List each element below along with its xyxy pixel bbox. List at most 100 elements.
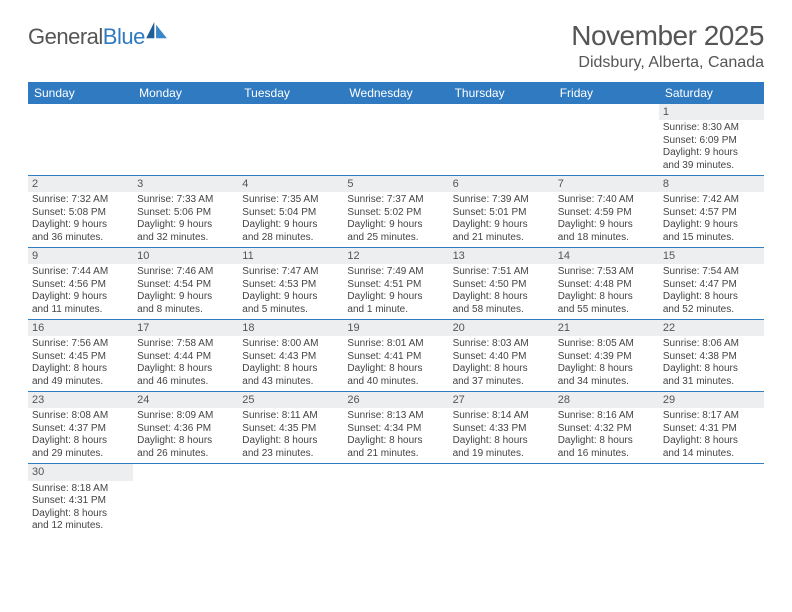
calendar-cell xyxy=(659,464,764,536)
day-line: Sunrise: 8:08 AM xyxy=(32,410,129,423)
day-line: Sunrise: 7:40 AM xyxy=(558,194,655,207)
day-line: and 32 minutes. xyxy=(137,232,234,245)
day-details: Sunrise: 7:37 AMSunset: 5:02 PMDaylight:… xyxy=(343,192,448,247)
day-line: Sunrise: 8:30 AM xyxy=(663,122,760,135)
month-title: November 2025 xyxy=(571,20,764,52)
day-line: Sunrise: 8:03 AM xyxy=(453,338,550,351)
day-line: and 46 minutes. xyxy=(137,376,234,389)
day-line: Sunrise: 7:44 AM xyxy=(32,266,129,279)
calendar-cell: 17Sunrise: 7:58 AMSunset: 4:44 PMDayligh… xyxy=(133,320,238,392)
calendar-cell: 5Sunrise: 7:37 AMSunset: 5:02 PMDaylight… xyxy=(343,176,448,248)
day-line: and 52 minutes. xyxy=(663,304,760,317)
day-number: 23 xyxy=(28,392,133,408)
day-line: and 28 minutes. xyxy=(242,232,339,245)
day-details: Sunrise: 7:58 AMSunset: 4:44 PMDaylight:… xyxy=(133,336,238,391)
day-number: 8 xyxy=(659,176,764,192)
calendar-cell: 22Sunrise: 8:06 AMSunset: 4:38 PMDayligh… xyxy=(659,320,764,392)
day-line: and 34 minutes. xyxy=(558,376,655,389)
day-line: Sunset: 4:50 PM xyxy=(453,279,550,292)
day-number: 12 xyxy=(343,248,448,264)
day-line: and 55 minutes. xyxy=(558,304,655,317)
calendar-week: 1Sunrise: 8:30 AMSunset: 6:09 PMDaylight… xyxy=(28,104,764,176)
day-line: Sunset: 4:43 PM xyxy=(242,351,339,364)
day-details: Sunrise: 8:16 AMSunset: 4:32 PMDaylight:… xyxy=(554,408,659,463)
calendar-cell: 29Sunrise: 8:17 AMSunset: 4:31 PMDayligh… xyxy=(659,392,764,464)
day-line: and 15 minutes. xyxy=(663,232,760,245)
day-number: 1 xyxy=(659,104,764,120)
day-line: Daylight: 8 hours xyxy=(242,435,339,448)
calendar-cell xyxy=(554,104,659,176)
day-line: Sunrise: 7:47 AM xyxy=(242,266,339,279)
day-line: Sunset: 4:40 PM xyxy=(453,351,550,364)
day-line: and 23 minutes. xyxy=(242,448,339,461)
calendar-cell: 15Sunrise: 7:54 AMSunset: 4:47 PMDayligh… xyxy=(659,248,764,320)
day-line: Sunrise: 8:00 AM xyxy=(242,338,339,351)
day-line: Daylight: 9 hours xyxy=(32,291,129,304)
day-line: Sunrise: 7:37 AM xyxy=(347,194,444,207)
day-line: Sunrise: 8:18 AM xyxy=(32,483,129,496)
day-line: Daylight: 8 hours xyxy=(663,291,760,304)
day-details: Sunrise: 7:39 AMSunset: 5:01 PMDaylight:… xyxy=(449,192,554,247)
day-line: Daylight: 8 hours xyxy=(32,363,129,376)
day-line: Sunrise: 7:58 AM xyxy=(137,338,234,351)
day-line: Sunrise: 8:06 AM xyxy=(663,338,760,351)
sail-icon xyxy=(146,22,168,40)
day-number: 28 xyxy=(554,392,659,408)
day-details: Sunrise: 7:49 AMSunset: 4:51 PMDaylight:… xyxy=(343,264,448,319)
calendar-cell: 25Sunrise: 8:11 AMSunset: 4:35 PMDayligh… xyxy=(238,392,343,464)
day-line: and 12 minutes. xyxy=(32,520,129,533)
day-number: 20 xyxy=(449,320,554,336)
day-line: Sunrise: 7:35 AM xyxy=(242,194,339,207)
day-line: Sunset: 4:32 PM xyxy=(558,423,655,436)
calendar-cell: 18Sunrise: 8:00 AMSunset: 4:43 PMDayligh… xyxy=(238,320,343,392)
day-details: Sunrise: 8:00 AMSunset: 4:43 PMDaylight:… xyxy=(238,336,343,391)
calendar-cell: 10Sunrise: 7:46 AMSunset: 4:54 PMDayligh… xyxy=(133,248,238,320)
day-line: Sunrise: 8:16 AM xyxy=(558,410,655,423)
calendar-cell: 24Sunrise: 8:09 AMSunset: 4:36 PMDayligh… xyxy=(133,392,238,464)
day-line: Sunrise: 7:32 AM xyxy=(32,194,129,207)
day-line: Daylight: 9 hours xyxy=(242,291,339,304)
calendar-cell: 1Sunrise: 8:30 AMSunset: 6:09 PMDaylight… xyxy=(659,104,764,176)
logo: GeneralBlue xyxy=(28,24,168,50)
calendar-cell xyxy=(343,104,448,176)
day-line: Daylight: 9 hours xyxy=(32,219,129,232)
day-number: 25 xyxy=(238,392,343,408)
day-details: Sunrise: 8:14 AMSunset: 4:33 PMDaylight:… xyxy=(449,408,554,463)
day-line: Sunset: 4:48 PM xyxy=(558,279,655,292)
calendar-cell: 11Sunrise: 7:47 AMSunset: 4:53 PMDayligh… xyxy=(238,248,343,320)
day-line: Sunset: 4:35 PM xyxy=(242,423,339,436)
logo-text-right: Blue xyxy=(103,24,145,49)
day-line: and 49 minutes. xyxy=(32,376,129,389)
day-line: Daylight: 8 hours xyxy=(242,363,339,376)
day-details: Sunrise: 8:09 AMSunset: 4:36 PMDaylight:… xyxy=(133,408,238,463)
day-header: Sunday xyxy=(28,82,133,104)
day-number: 26 xyxy=(343,392,448,408)
day-line: Sunset: 4:45 PM xyxy=(32,351,129,364)
day-line: Sunset: 4:57 PM xyxy=(663,207,760,220)
day-line: and 18 minutes. xyxy=(558,232,655,245)
day-details: Sunrise: 8:08 AMSunset: 4:37 PMDaylight:… xyxy=(28,408,133,463)
day-details: Sunrise: 7:42 AMSunset: 4:57 PMDaylight:… xyxy=(659,192,764,247)
day-line: Sunset: 4:47 PM xyxy=(663,279,760,292)
day-line: Daylight: 8 hours xyxy=(32,508,129,521)
day-line: Daylight: 8 hours xyxy=(347,435,444,448)
logo-text: GeneralBlue xyxy=(28,24,145,50)
day-details: Sunrise: 8:18 AMSunset: 4:31 PMDaylight:… xyxy=(28,481,133,536)
day-number: 27 xyxy=(449,392,554,408)
calendar-cell: 14Sunrise: 7:53 AMSunset: 4:48 PMDayligh… xyxy=(554,248,659,320)
day-details: Sunrise: 8:01 AMSunset: 4:41 PMDaylight:… xyxy=(343,336,448,391)
day-number: 13 xyxy=(449,248,554,264)
day-number: 4 xyxy=(238,176,343,192)
day-line: Sunrise: 8:17 AM xyxy=(663,410,760,423)
day-header: Tuesday xyxy=(238,82,343,104)
day-details: Sunrise: 8:30 AMSunset: 6:09 PMDaylight:… xyxy=(659,120,764,175)
day-number: 22 xyxy=(659,320,764,336)
day-line: Daylight: 8 hours xyxy=(453,291,550,304)
day-line: Sunset: 5:02 PM xyxy=(347,207,444,220)
day-line: Daylight: 8 hours xyxy=(453,435,550,448)
day-line: Sunset: 4:37 PM xyxy=(32,423,129,436)
day-line: and 19 minutes. xyxy=(453,448,550,461)
calendar-cell: 7Sunrise: 7:40 AMSunset: 4:59 PMDaylight… xyxy=(554,176,659,248)
day-line: and 58 minutes. xyxy=(453,304,550,317)
calendar-cell: 20Sunrise: 8:03 AMSunset: 4:40 PMDayligh… xyxy=(449,320,554,392)
